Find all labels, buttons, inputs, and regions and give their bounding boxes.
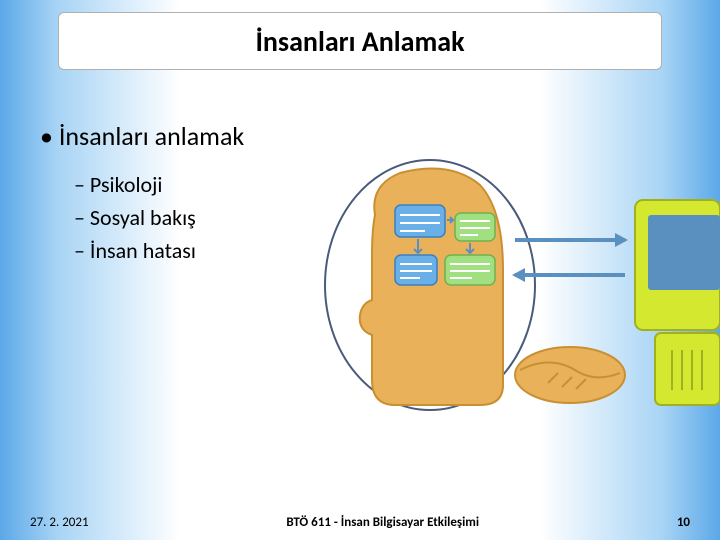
slide-title: İnsanları Anlamak xyxy=(255,24,464,59)
bullet-main: • İnsanları anlamak xyxy=(40,120,680,152)
title-box: İnsanları Anlamak xyxy=(58,12,662,70)
hci-illustration xyxy=(300,155,720,435)
footer: 27. 2. 2021 BTÖ 611 - İnsan Bilgisayar E… xyxy=(0,515,720,530)
footer-course: BTÖ 611 - İnsan Bilgisayar Etkileşimi xyxy=(89,515,677,530)
footer-date: 27. 2. 2021 xyxy=(30,515,89,530)
footer-page-number: 10 xyxy=(677,515,690,530)
